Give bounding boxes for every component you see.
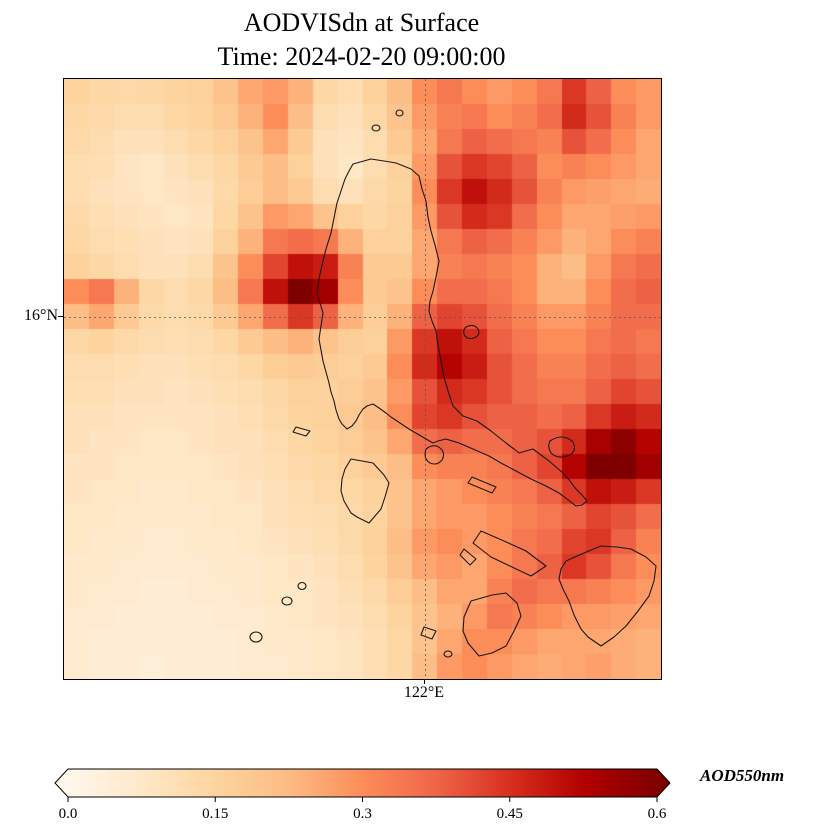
coastline-overlay	[249, 109, 657, 658]
colorbar-tick-marks	[67, 797, 658, 802]
colorbar-tick-label: 0.0	[58, 806, 78, 822]
colorbar-tick-label: 0.45	[496, 806, 523, 822]
colorbar-label: AOD550nm	[700, 766, 785, 785]
title-line-2: Time: 2024-02-20 09:00:00	[217, 42, 506, 71]
island-coastlines	[249, 109, 657, 658]
x-axis-tick-mark	[424, 679, 425, 684]
luzon-coastline	[316, 158, 588, 507]
y-axis-tick-mark	[58, 316, 63, 317]
y-axis-tick-label: 16°N	[24, 307, 58, 324]
colorbar-tick-label: 0.3	[353, 806, 372, 822]
longitude-gridline-122E	[425, 79, 426, 679]
aod-heatmap	[64, 79, 661, 679]
colorbar-bar	[54, 768, 671, 798]
colorbar-tick-label: 0.6	[647, 806, 667, 822]
plot-title: AODVISdn at Surface Time: 2024-02-20 09:…	[63, 6, 660, 74]
x-axis-tick-label: 122°E	[403, 684, 445, 701]
title-line-1: AODVISdn at Surface	[243, 8, 480, 37]
colorbar-tick-label: 0.15	[202, 806, 229, 822]
colorbar	[54, 768, 671, 802]
map-plot-area	[63, 78, 662, 680]
latitude-gridline-16N	[64, 317, 661, 318]
